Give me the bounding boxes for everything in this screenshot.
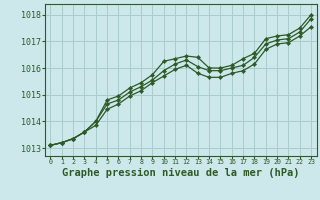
X-axis label: Graphe pression niveau de la mer (hPa): Graphe pression niveau de la mer (hPa) — [62, 168, 300, 178]
